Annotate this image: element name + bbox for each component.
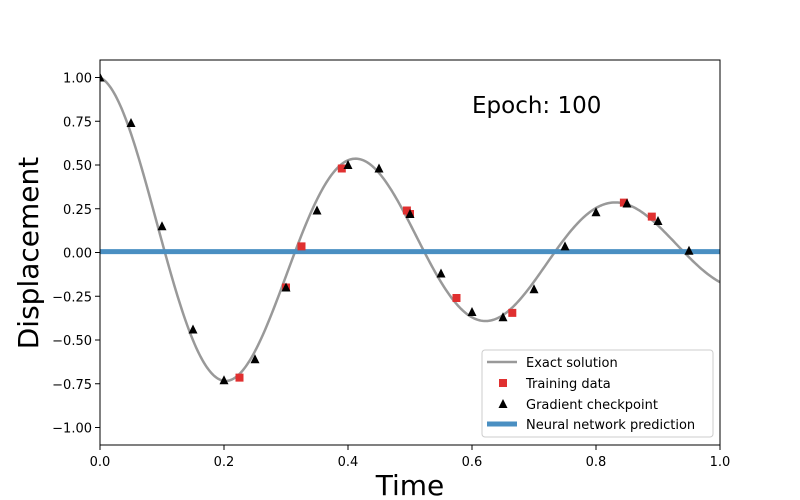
gradient-checkpoint-point <box>343 160 353 169</box>
gradient-checkpoint-point <box>281 282 291 292</box>
y-tick-label: −0.25 <box>52 290 92 305</box>
gradient-checkpoint-point <box>188 324 198 334</box>
x-tick-label: 1.0 <box>710 455 731 470</box>
gradient-checkpoint-point <box>374 163 384 173</box>
gradient-checkpoint-point <box>622 198 632 208</box>
exact-solution-line <box>100 76 720 383</box>
gradient-checkpoint-point <box>529 284 539 294</box>
training-data-point <box>619 198 628 207</box>
y-tick-label: −1.00 <box>52 422 92 437</box>
training-data-point <box>452 294 461 302</box>
gradient-checkpoint-point <box>219 375 229 385</box>
epoch-annotation: Epoch: 100 <box>472 93 601 119</box>
gradient-checkpoint-point <box>591 207 601 217</box>
x-tick-label: 0.6 <box>462 455 483 470</box>
gradient-checkpoint-point <box>498 312 508 322</box>
gradient-checkpoint-point <box>405 209 415 218</box>
y-tick-label: 0.50 <box>63 159 92 174</box>
legend-gradient-checkpoint: Gradient checkpoint <box>498 398 658 413</box>
y-tick-label: −0.50 <box>52 334 92 349</box>
training-data-point <box>508 308 517 317</box>
y-axis-label: Displacement <box>12 157 45 350</box>
gradient-checkpoint-point <box>250 354 260 364</box>
training-data-point <box>647 212 656 221</box>
training-data-point <box>297 242 306 251</box>
gradient-checkpoint-point <box>560 241 570 251</box>
training-data-point <box>337 164 346 173</box>
gradient-checkpoint-point <box>126 118 136 127</box>
y-tick-label: 1.00 <box>63 72 92 87</box>
x-axis-label: Time <box>375 469 445 500</box>
axes: 0.0 0.2 0.4 0.6 0.8 1.0 −1.00 −0.75 −0.50 −0.25 0.… <box>52 72 730 471</box>
gradient-checkpoint-point <box>100 72 105 82</box>
gradient-checkpoint-point <box>684 245 694 255</box>
y-tick-label: 0.75 <box>63 115 92 130</box>
legend-label: Gradient checkpoint <box>526 398 658 413</box>
gradient-checkpoint-point <box>467 307 477 316</box>
y-tick-label: 0.00 <box>63 247 92 262</box>
legend-label: Neural network prediction <box>526 418 695 433</box>
legend-triangle-icon <box>498 399 508 408</box>
legend-nn-prediction: Neural network prediction <box>487 418 695 433</box>
y-tick-label: −0.75 <box>52 378 92 393</box>
legend: Exact solution Training data Gradient chec… <box>481 349 714 438</box>
legend-label: Exact solution <box>526 356 618 371</box>
legend-square-icon <box>499 379 507 387</box>
x-tick-label: 0.2 <box>214 455 235 470</box>
x-tick-label: 0.4 <box>338 455 359 470</box>
x-tick-label: 0.8 <box>586 455 607 470</box>
training-data-point <box>235 373 244 382</box>
legend-training-data: Training data <box>499 377 611 392</box>
gradient-checkpoint-point <box>312 205 322 215</box>
gradient-checkpoint-point <box>157 221 167 231</box>
x-tick-label: 0.0 <box>90 455 111 470</box>
legend-exact-solution: Exact solution <box>487 356 618 371</box>
legend-box <box>481 349 714 438</box>
gradient-checkpoint-point <box>436 268 446 278</box>
gradient-checkpoint-point <box>653 216 663 225</box>
legend-label: Training data <box>525 377 611 392</box>
plot-area <box>100 72 720 385</box>
y-tick-label: 0.25 <box>63 203 92 218</box>
